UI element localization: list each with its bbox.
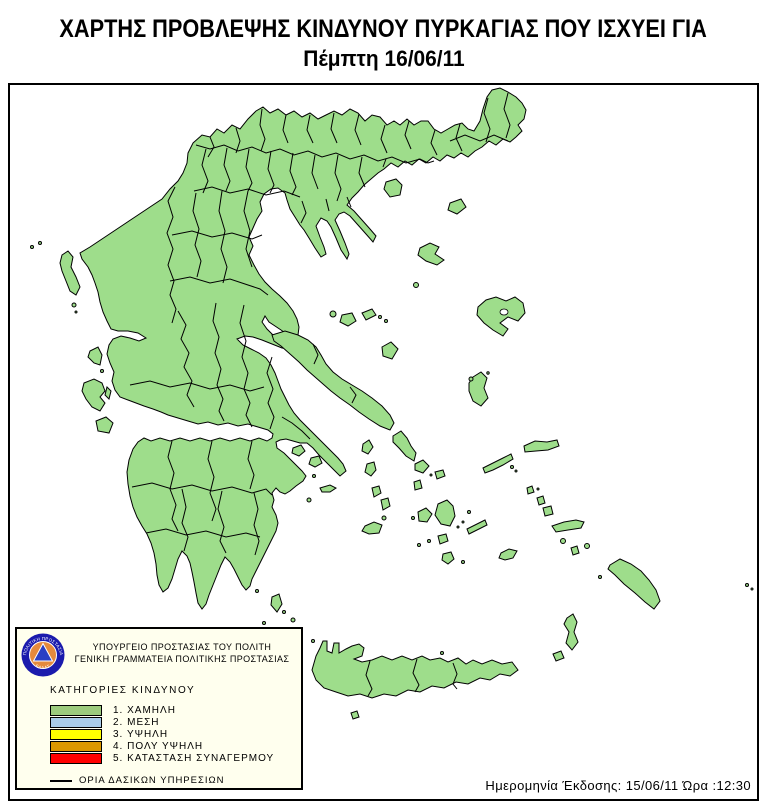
logo-triangle	[32, 642, 54, 662]
map-frame: ΠΟΛΙΤΙΚΗ ΠΡΟΣΤΑΣΙΑ ΕΛΛΑΣ ΥΠΟΥΡΓΕΙΟ ΠΡΟΣΤ…	[8, 83, 759, 801]
island-skyros	[381, 341, 399, 360]
island-ios	[437, 533, 449, 545]
island-paros	[417, 507, 433, 523]
lesbos-gulf	[499, 308, 509, 316]
greece-map	[30, 87, 754, 720]
legend-item-medium: 2. ΜΕΣΗ	[50, 716, 274, 728]
org-line2: ΓΕΝΙΚΗ ΓΡΑΜΜΑΤΕΙΑ ΠΟΛΙΤΙΚΗΣ ΠΡΟΣΤΑΣΙΑΣ	[74, 654, 290, 664]
island-aegina	[308, 455, 323, 468]
island-gavdos	[350, 710, 360, 720]
organization-names: ΥΠΟΥΡΓΕΙΟ ΠΡΟΣΤΑΣΙΑΣ ΤΟΥ ΠΟΛΙΤΗ ΓΕΝΙΚΗ Γ…	[67, 641, 297, 665]
island-lemnos	[417, 242, 445, 266]
island-alonissos	[361, 308, 377, 321]
island-kythnos	[364, 461, 377, 477]
island-samothrace	[447, 198, 467, 215]
island-corfu	[59, 250, 81, 296]
page-title: ΧΑΡΤΗΣ ΠΡΟΒΛΕΨΗΣ ΚΙΝΔΥΝΟΥ ΠΥΡΚΑΓΙΑΣ ΠΟΥ …	[0, 15, 767, 44]
legend-item-high: 3. ΥΨΗΛΗ	[50, 728, 274, 740]
island-rhodes	[607, 558, 661, 610]
logo-arc-text-bottom: ΕΛΛΑΣ	[35, 663, 51, 670]
risk-swatch-high	[50, 728, 102, 740]
legend-label: 4. ΠΟΛΥ ΥΨΗΛΗ	[113, 740, 204, 752]
legend-rows: 1. ΧΑΜΗΛΗ 2. ΜΕΣΗ 3. ΥΨΗΛΗ 4. ΠΟΛΥ ΥΨΗΛΗ…	[50, 704, 274, 764]
risk-swatch-low	[50, 704, 102, 716]
island-ithaki	[104, 386, 112, 400]
civil-protection-logo: ΠΟΛΙΤΙΚΗ ΠΡΟΣΤΑΣΙΑ ΕΛΛΑΣ	[21, 633, 65, 677]
page-title-text: ΧΑΡΤΗΣ ΠΡΟΒΛΕΨΗΣ ΚΙΝΔΥΝΟΥ ΠΥΡΚΑΓΙΑΣ ΠΟΥ …	[59, 15, 708, 43]
page-subtitle-text: Πέμπτη 16/06/11	[302, 46, 465, 71]
island-euboea	[271, 330, 395, 431]
risk-swatch-alert	[50, 752, 102, 764]
island-astypalaia	[498, 548, 518, 561]
island-sifnos	[380, 497, 391, 511]
legend-label: 1. ΧΑΜΗΛΗ	[113, 704, 176, 716]
island-naxos	[434, 499, 456, 527]
island-serifos	[371, 485, 382, 498]
island-syros	[413, 479, 423, 491]
island-santorini	[441, 551, 455, 565]
island-ikaria	[482, 453, 514, 474]
legend-label: 5. ΚΑΤΑΣΤΑΣΗ ΣΥΝΑΓΕΡΜΟΥ	[113, 752, 275, 764]
island-kasos	[552, 650, 565, 662]
island-hydra	[319, 484, 337, 493]
island-patmos	[526, 485, 535, 495]
island-tinos	[414, 459, 430, 474]
forest-service-boundaries	[129, 92, 511, 697]
land-regions	[30, 87, 754, 720]
island-andros	[392, 430, 417, 462]
island-kefalonia	[81, 378, 106, 412]
small-islets	[30, 241, 754, 655]
legend-box: ΠΟΛΙΤΙΚΗ ΠΡΟΣΤΑΣΙΑ ΕΛΛΑΣ ΥΠΟΥΡΓΕΙΟ ΠΡΟΣΤ…	[15, 627, 303, 790]
island-milos	[361, 521, 383, 535]
island-skiathos	[329, 310, 337, 318]
island-skopelos	[339, 312, 357, 327]
legend-item-very-high: 4. ΠΟΛΥ ΥΨΗΛΗ	[50, 740, 274, 752]
island-kalymnos	[542, 505, 554, 517]
legend-label: 2. ΜΕΣΗ	[113, 716, 160, 728]
mainland-greece	[79, 87, 527, 610]
island-kythira	[270, 593, 283, 613]
island-samos	[523, 439, 560, 453]
page-subtitle: Πέμπτη 16/06/11	[0, 46, 767, 72]
legend-item-low: 1. ΧΑΜΗΛΗ	[50, 704, 274, 716]
legend-label: 3. ΥΨΗΛΗ	[113, 728, 169, 740]
island-zakynthos	[95, 416, 114, 434]
org-line1: ΥΠΟΥΡΓΕΙΟ ΠΡΟΣΤΑΣΙΑΣ ΤΟΥ ΠΟΛΙΤΗ	[92, 642, 272, 652]
risk-swatch-very-high	[50, 740, 102, 752]
island-crete	[311, 640, 519, 699]
island-karpathos	[563, 613, 579, 651]
legend-title: ΚΑΤΗΓΟΡΙΕΣ ΚΙΝΔΥΝΟΥ	[50, 685, 196, 696]
boundary-legend: ΟΡΙΑ ΔΑΣΙΚΩΝ ΥΠΗΡΕΣΙΩΝ	[50, 775, 224, 786]
boundary-label: ΟΡΙΑ ΔΑΣΙΚΩΝ ΥΠΗΡΕΣΙΩΝ	[79, 775, 225, 786]
island-lefkada	[87, 346, 103, 366]
legend-item-alert: 5. ΚΑΤΑΣΤΑΣΗ ΣΥΝΑΓΕΡΜΟΥ	[50, 752, 274, 764]
risk-swatch-medium	[50, 716, 102, 728]
island-chios	[468, 371, 489, 407]
island-thasos	[383, 178, 403, 198]
island-tilos	[570, 545, 580, 556]
island-kea	[361, 439, 374, 455]
island-kos	[551, 519, 585, 533]
island-salamina	[291, 444, 306, 457]
island-mykonos	[434, 469, 446, 480]
island-leros	[536, 495, 546, 506]
island-lesbos	[476, 296, 526, 337]
issue-date-text: Ημερομηνία Έκδοσης: 15/06/11 Ώρα :12:30	[485, 778, 751, 793]
page-header: ΧΑΡΤΗΣ ΠΡΟΒΛΕΨΗΣ ΚΙΝΔΥΝΟΥ ΠΥΡΚΑΓΙΑΣ ΠΟΥ …	[0, 0, 767, 72]
island-amorgos	[466, 519, 488, 535]
boundary-line-symbol	[50, 779, 72, 782]
